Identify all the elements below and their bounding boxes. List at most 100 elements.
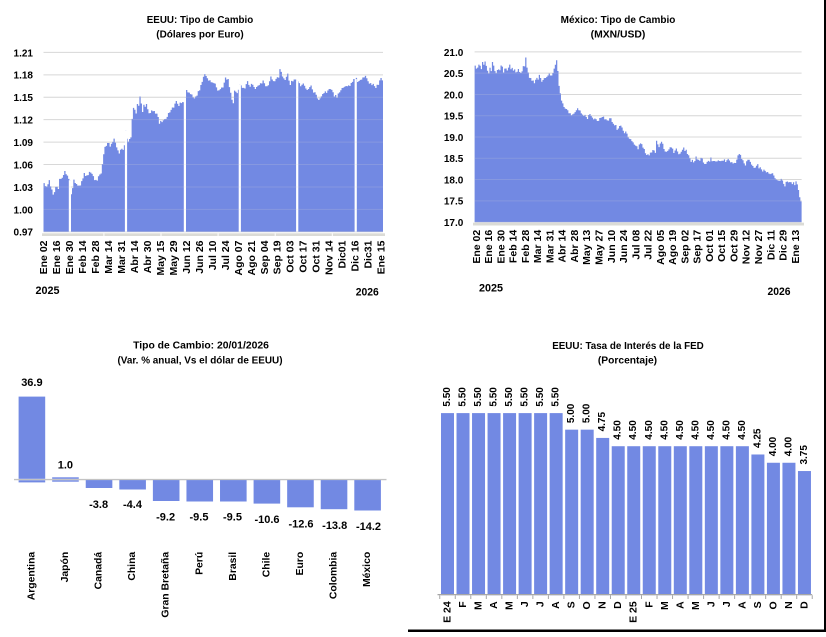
svg-text:4.50: 4.50 [644,420,655,440]
svg-text:A: A [736,601,748,609]
svg-text:E 25: E 25 [628,601,640,623]
svg-text:Argentina: Argentina [26,552,37,601]
svg-text:Ago 21: Ago 21 [246,240,258,275]
svg-text:1.0: 1.0 [58,460,73,472]
svg-text:Japón: Japón [60,552,71,583]
svg-text:Sep 02: Sep 02 [679,230,691,264]
svg-text:D: D [612,601,624,609]
svg-text:5.50: 5.50 [504,387,515,407]
svg-text:1.06: 1.06 [14,160,34,171]
svg-text:Jul 10: Jul 10 [207,240,219,270]
svg-text:Feb 28: Feb 28 [90,240,102,273]
svg-text:2025: 2025 [479,283,503,295]
svg-text:4.50: 4.50 [613,420,624,440]
svg-text:Ago 07: Ago 07 [233,240,245,275]
svg-text:4.00: 4.00 [768,436,779,456]
svg-text:May 29: May 29 [168,240,180,275]
svg-text:20.5: 20.5 [444,69,464,80]
svg-text:Euro: Euro [295,552,306,576]
svg-text:2025: 2025 [36,285,60,297]
svg-text:A: A [488,601,500,609]
svg-text:17.0: 17.0 [444,218,464,229]
svg-text:-9.2: -9.2 [156,512,175,524]
svg-text:5.50: 5.50 [551,387,562,407]
svg-text:Abr 28: Abr 28 [569,230,581,263]
svg-text:-4.4: -4.4 [123,499,143,511]
svg-text:Sep 19: Sep 19 [272,240,284,274]
svg-text:Mar 14: Mar 14 [103,240,115,273]
svg-text:M: M [473,601,485,610]
svg-text:México: México [362,552,373,587]
svg-text:Sep 04: Sep 04 [259,240,271,274]
svg-text:May 15: May 15 [155,240,167,275]
svg-text:19.0: 19.0 [444,133,464,144]
svg-text:Brasil: Brasil [228,552,239,581]
svg-text:Gran Bretaña: Gran Bretaña [161,552,172,618]
svg-text:J: J [721,601,733,607]
svg-text:-3.8: -3.8 [89,499,108,511]
svg-text:Ene 16: Ene 16 [51,240,63,274]
svg-text:4.50: 4.50 [690,420,701,440]
svg-text:S: S [752,601,764,608]
svg-text:4.50: 4.50 [721,420,732,440]
svg-text:Oct 29: Oct 29 [728,230,740,262]
svg-text:1.00: 1.00 [14,205,34,216]
svg-text:Nov 27: Nov 27 [753,230,765,265]
svg-text:(Porcentaje): (Porcentaje) [598,354,657,366]
svg-text:China: China [127,552,138,581]
svg-text:Feb 14: Feb 14 [508,230,520,263]
svg-text:F: F [643,601,655,608]
svg-text:5.50: 5.50 [520,387,531,407]
svg-text:May 27: May 27 [594,230,606,265]
svg-text:Dic31: Dic31 [363,240,375,268]
svg-text:Dic 11: Dic 11 [765,230,777,261]
svg-text:Abr 14: Abr 14 [557,230,569,263]
svg-text:-12.6: -12.6 [288,518,313,530]
svg-text:1.09: 1.09 [14,138,34,149]
svg-text:5.50: 5.50 [535,387,546,407]
svg-text:J: J [705,601,717,607]
svg-text:Feb 14: Feb 14 [77,240,89,273]
svg-text:Ago 19: Ago 19 [667,230,679,265]
svg-text:Ene 30: Ene 30 [64,240,76,274]
svg-text:18.5: 18.5 [444,154,464,165]
svg-text:3.75: 3.75 [799,445,810,465]
svg-text:4.50: 4.50 [706,420,717,440]
svg-text:(Var. % anual, Vs el dólar de: (Var. % anual, Vs el dólar de EEUU) [117,354,282,366]
svg-text:1.03: 1.03 [14,183,34,194]
svg-text:Ene 02: Ene 02 [38,240,50,274]
svg-text:4.50: 4.50 [675,420,686,440]
svg-text:EEUU: Tipo de Cambio: EEUU: Tipo de Cambio [147,14,254,26]
svg-text:Chile: Chile [261,552,272,578]
svg-text:O: O [581,601,593,609]
svg-text:Oct 17: Oct 17 [298,240,310,272]
svg-text:4.50: 4.50 [628,420,639,440]
svg-text:Canadá: Canadá [94,552,105,590]
svg-text:EEUU: Tasa de Interés de la FE: EEUU: Tasa de Interés de la FED [552,340,704,352]
svg-text:17.5: 17.5 [444,197,464,208]
svg-text:Dic 16: Dic 16 [350,240,362,271]
svg-text:Abr 30: Abr 30 [142,240,154,273]
svg-text:Oct 31: Oct 31 [311,240,323,272]
svg-text:Oct 01: Oct 01 [704,230,716,262]
svg-text:Mar 31: Mar 31 [544,230,556,263]
svg-text:M: M [690,601,702,610]
svg-text:5.00: 5.00 [566,403,577,423]
svg-text:N: N [597,601,609,609]
svg-text:Nov 12: Nov 12 [741,230,753,265]
svg-text:May 13: May 13 [581,230,593,265]
svg-text:Jun 10: Jun 10 [606,230,618,263]
svg-text:Colombia: Colombia [329,552,340,600]
svg-text:5.00: 5.00 [582,403,593,423]
svg-text:Jun 12: Jun 12 [181,240,193,273]
svg-text:21.0: 21.0 [444,48,464,59]
svg-text:Mar 14: Mar 14 [532,230,544,263]
svg-text:M: M [659,601,671,610]
svg-text:4.50: 4.50 [737,420,748,440]
svg-text:Tipo de Cambio: 20/01/2026: Tipo de Cambio: 20/01/2026 [133,339,269,351]
svg-text:Jul 22: Jul 22 [643,230,655,260]
svg-text:Ene 16: Ene 16 [483,230,495,264]
svg-text:Ene 02: Ene 02 [471,230,483,264]
svg-text:Oct 15: Oct 15 [716,230,728,262]
svg-text:M: M [504,601,516,610]
